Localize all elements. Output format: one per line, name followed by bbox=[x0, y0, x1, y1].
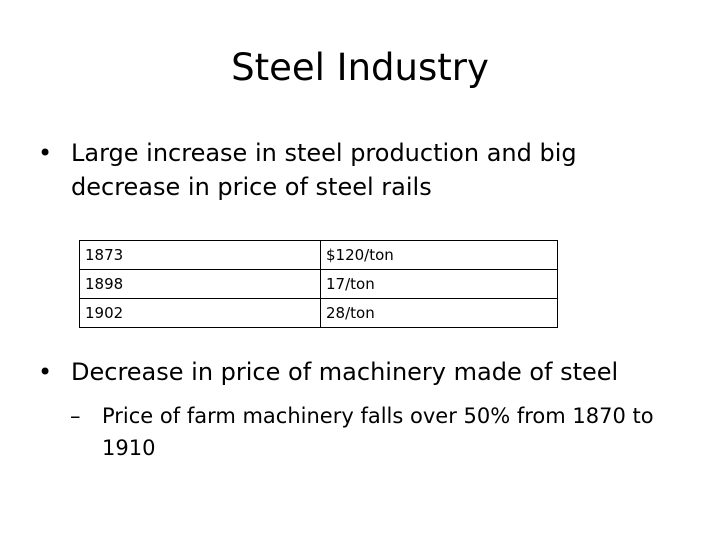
bullet-steel-production: • Large increase in steel production and… bbox=[38, 136, 678, 204]
year-cell: 1873 bbox=[79, 240, 321, 270]
slide-title: Steel Industry bbox=[231, 46, 489, 89]
price-cell: $120/ton bbox=[320, 240, 558, 270]
price-cell: 28/ton bbox=[320, 298, 558, 328]
year-cell: 1898 bbox=[79, 269, 321, 299]
price-cell: 17/ton bbox=[320, 269, 558, 299]
table-row: 1873 $120/ton bbox=[79, 240, 558, 270]
sub-bullet-text: Price of farm machinery falls over 50% f… bbox=[102, 404, 654, 460]
bullet-text: Decrease in price of machinery made of s… bbox=[71, 358, 619, 386]
bullet-machinery-price: • Decrease in price of machinery made of… bbox=[38, 355, 678, 389]
bullet-marker: • bbox=[38, 358, 53, 386]
table-row: 1902 28/ton bbox=[79, 298, 558, 328]
bullet-text: Large increase in steel production and b… bbox=[71, 139, 577, 201]
steel-rail-price-table: 1873 $120/ton 1898 17/ton 1902 28/ton bbox=[79, 240, 558, 328]
sub-bullet-farm-machinery: – Price of farm machinery falls over 50%… bbox=[70, 400, 680, 464]
bullet-marker: • bbox=[38, 139, 53, 167]
sub-bullet-marker: – bbox=[70, 404, 81, 428]
table-row: 1898 17/ton bbox=[79, 269, 558, 299]
year-cell: 1902 bbox=[79, 298, 321, 328]
